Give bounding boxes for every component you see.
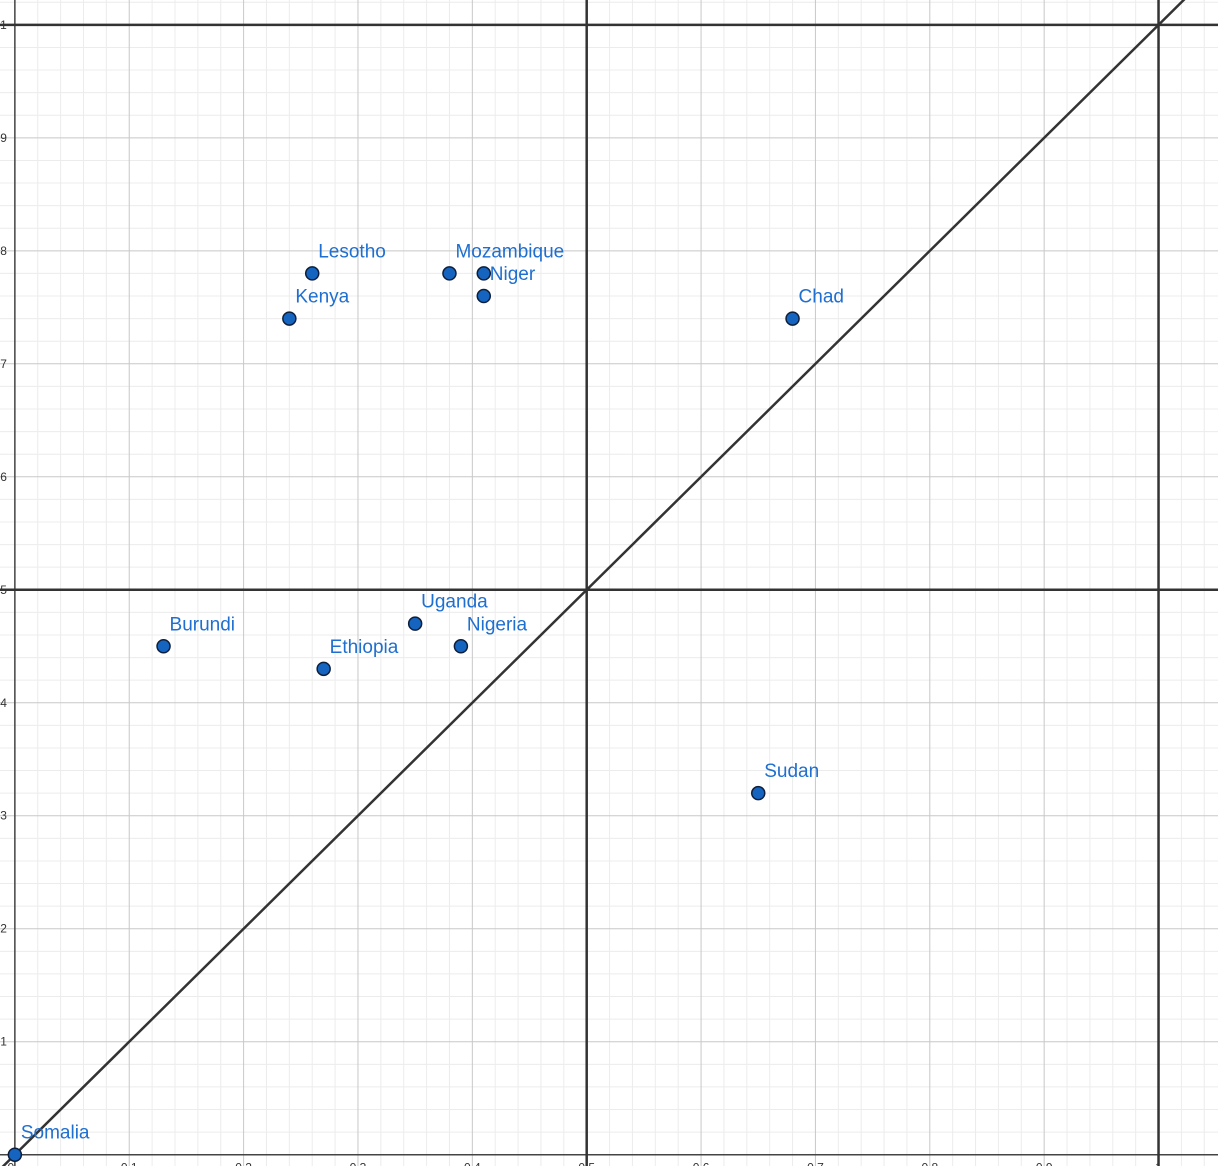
- y-tick-label: 0.4: [0, 696, 7, 710]
- x-tick-label: 0.7: [807, 1161, 824, 1166]
- x-tick-label: 0.3: [350, 1161, 367, 1166]
- y-tick-label: 0.3: [0, 809, 7, 823]
- y-tick-label: 0.1: [0, 1035, 7, 1049]
- x-tick-label: 0.4: [464, 1161, 481, 1166]
- y-tick-label: 0.2: [0, 922, 7, 936]
- point-label: Nigeria: [467, 614, 528, 635]
- y-tick-label: 0.6: [0, 470, 7, 484]
- x-tick-labels: 0 0.1 0.2 0.3 0.4 0.5 0.6 0.7 0.8 0.9 1: [8, 1161, 1163, 1166]
- x-tick-label: 0.1: [121, 1161, 138, 1166]
- point-label: Chad: [799, 287, 844, 308]
- data-point: [785, 311, 800, 326]
- y-tick-label: 0.8: [0, 244, 7, 258]
- y-tick-label: 1: [0, 18, 7, 32]
- y-tick-label: 0.7: [0, 357, 7, 371]
- point-label: Mozambique: [455, 241, 564, 262]
- x-tick-label: 1: [1155, 1161, 1162, 1166]
- data-point: [750, 785, 766, 801]
- x-tick-label: 0.2: [235, 1161, 252, 1166]
- y-tick-label: 0.5: [0, 583, 7, 597]
- data-point: [282, 311, 297, 326]
- point-label: Ethiopia: [330, 637, 399, 658]
- y-tick-labels: 0.1 0.2 0.3 0.4 0.5 0.6 0.7 0.8 0.9 1: [0, 18, 7, 1049]
- x-tick-label: 0.5: [578, 1161, 595, 1166]
- point-label: Kenya: [295, 287, 349, 308]
- x-tick-label: 0.9: [1036, 1161, 1053, 1166]
- data-points: [7, 266, 800, 1162]
- data-point: [304, 266, 320, 281]
- data-point: [442, 266, 457, 281]
- point-label: Niger: [490, 264, 536, 285]
- y-tick-label: 0.9: [0, 131, 7, 145]
- data-point: [407, 616, 423, 631]
- x-tick-label: 0.8: [921, 1161, 938, 1166]
- point-label: Lesotho: [318, 241, 386, 262]
- data-point: [476, 288, 492, 304]
- point-label: Burundi: [170, 614, 236, 635]
- data-point: [7, 1147, 23, 1162]
- x-tick-label: 0: [8, 1161, 15, 1166]
- x-tick-label: 0.6: [693, 1161, 710, 1166]
- data-point: [453, 639, 469, 654]
- point-label: Sudan: [764, 761, 819, 782]
- point-label: Somalia: [21, 1123, 90, 1144]
- data-point: [476, 266, 492, 281]
- data-point: [316, 661, 331, 677]
- data-point: [156, 639, 171, 654]
- point-label: Uganda: [421, 592, 488, 613]
